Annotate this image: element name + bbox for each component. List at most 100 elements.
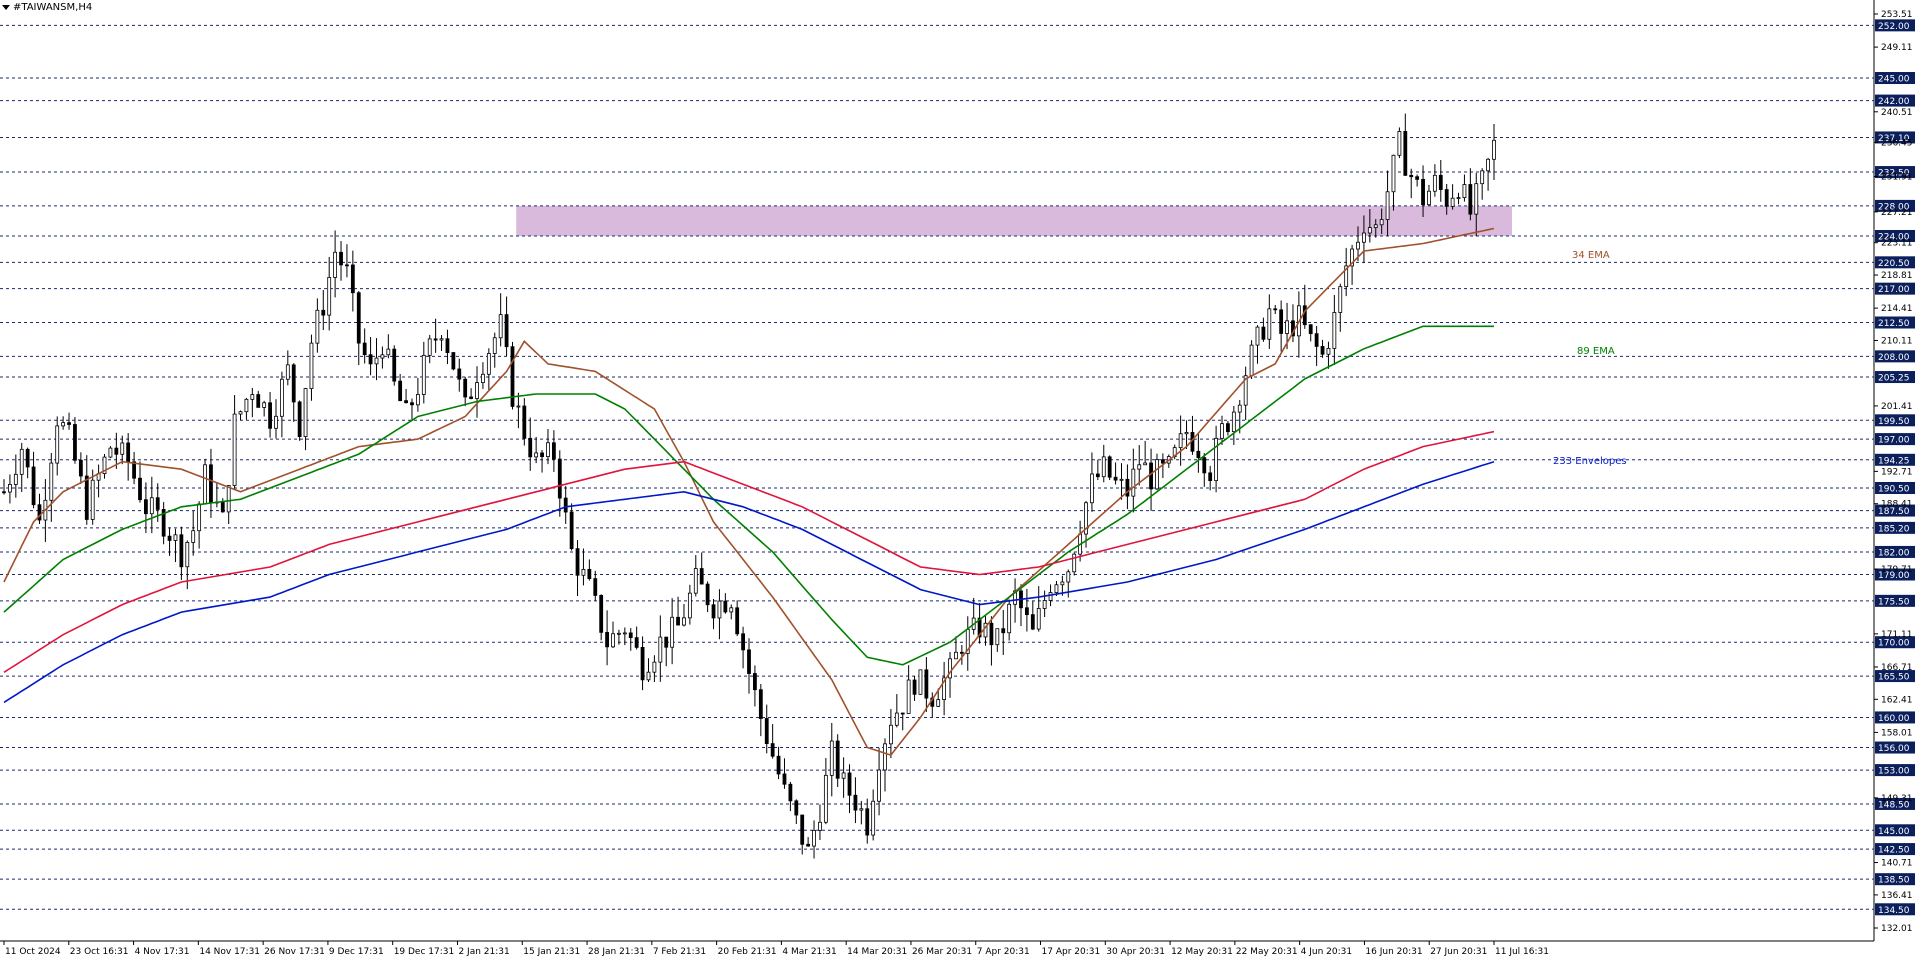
price-tick-label: 188.41 — [1881, 500, 1913, 510]
candle-body — [1184, 432, 1189, 435]
level-label-box — [1875, 256, 1915, 269]
candle-body — [185, 542, 190, 568]
candle-body — [1125, 478, 1130, 497]
candle-body — [1367, 227, 1372, 234]
candle-body — [78, 459, 83, 477]
candle-body — [368, 354, 373, 365]
price-tick-label: 214.41 — [1881, 304, 1913, 314]
candle-body — [1432, 174, 1437, 192]
level-label: 220.50 — [1878, 259, 1910, 269]
candle-body — [1267, 308, 1272, 340]
level-label: 134.50 — [1878, 906, 1910, 916]
level-label: 212.50 — [1878, 319, 1910, 329]
level-label: 252.00 — [1878, 22, 1910, 32]
candle-body — [587, 568, 592, 580]
candle-body — [138, 477, 142, 501]
candle-body — [1149, 462, 1153, 490]
level-label-box — [1875, 504, 1915, 517]
candle-body — [73, 424, 77, 461]
candle-body — [1456, 197, 1461, 199]
candle-body — [1379, 219, 1384, 226]
candle-body — [232, 413, 237, 486]
candle-body — [912, 679, 917, 695]
level-label-box — [1875, 166, 1915, 179]
candle-body — [900, 712, 905, 715]
candle-body — [894, 712, 899, 726]
candle-body — [829, 740, 834, 776]
candle-body — [617, 632, 621, 635]
candle-body — [611, 633, 615, 648]
candle-body — [599, 595, 604, 633]
candle-body — [1226, 423, 1230, 433]
candle-body — [1237, 404, 1242, 413]
candle-body — [847, 772, 852, 796]
candle-body — [711, 604, 716, 619]
time-tick-label: 30 Apr 20:31 — [1106, 947, 1165, 957]
candle-body — [1486, 158, 1490, 172]
level-label: 156.00 — [1878, 744, 1910, 754]
candle-body — [1427, 190, 1431, 206]
level-label: 237.10 — [1878, 134, 1910, 144]
candle-body — [256, 394, 261, 408]
level-label-box — [1875, 568, 1915, 581]
candle-body — [1160, 459, 1165, 464]
candle-body — [427, 338, 432, 356]
candle-body — [948, 658, 952, 679]
level-label: 197.00 — [1878, 436, 1910, 446]
candle-body — [551, 442, 556, 460]
candle-body — [1119, 478, 1124, 481]
symbol-label: #TAIWANSM,H4 — [13, 2, 93, 13]
indicator-label-ema89: 89 EMA — [1577, 346, 1615, 357]
candle-body — [640, 647, 645, 681]
level-label-box — [1875, 94, 1915, 107]
level-label-box — [1875, 903, 1915, 916]
price-tick-label: 218.81 — [1881, 271, 1913, 281]
time-tick-label: 14 Nov 17:31 — [199, 947, 260, 957]
candle-body — [1143, 462, 1148, 466]
candle-body — [605, 631, 609, 648]
time-tick-label: 28 Jan 21:31 — [588, 947, 645, 957]
candle-body — [1084, 502, 1088, 535]
level-label-box — [1875, 843, 1915, 856]
chart-menu-icon[interactable] — [2, 5, 10, 10]
candle-body — [741, 633, 745, 651]
time-tick-label: 7 Apr 20:31 — [977, 947, 1030, 957]
candle-body — [699, 568, 704, 585]
candle-body — [1362, 232, 1366, 243]
candle-body — [634, 637, 639, 648]
price-tick-label: 162.41 — [1881, 695, 1913, 705]
chart-title[interactable]: #TAIWANSM,H4 — [2, 2, 92, 13]
level-label-box — [1875, 229, 1915, 242]
time-tick-label: 22 May 20:31 — [1236, 947, 1298, 957]
price-tick-label: 253.51 — [1881, 10, 1913, 20]
candle-body — [989, 622, 994, 646]
candle-body — [333, 251, 338, 278]
candle-body — [794, 800, 799, 816]
candle-body — [1273, 308, 1278, 311]
level-label-box — [1875, 453, 1915, 466]
candle-body — [841, 772, 846, 779]
candle-body — [534, 452, 539, 458]
candle-body — [1373, 224, 1378, 229]
level-label: 142.50 — [1878, 846, 1910, 856]
candle-body — [871, 800, 876, 836]
level-label-box — [1875, 371, 1915, 384]
time-tick-label: 26 Mar 20:31 — [912, 947, 972, 957]
level-label: 199.50 — [1878, 417, 1910, 427]
candle-body — [883, 743, 887, 771]
candle-body — [132, 461, 136, 479]
candle-body — [770, 743, 775, 757]
candle-body — [268, 402, 272, 429]
candle-body — [1492, 139, 1496, 160]
price-tick-label: 236.45 — [1881, 138, 1913, 148]
candle-body — [729, 607, 734, 613]
candle-body — [1107, 456, 1112, 478]
candle-body — [238, 411, 243, 415]
candle-body — [865, 808, 870, 836]
candle-body — [433, 338, 438, 341]
candle-body — [1261, 326, 1266, 340]
candle-body — [1421, 178, 1425, 206]
candle-body — [563, 497, 568, 513]
candle-body — [1338, 286, 1343, 313]
